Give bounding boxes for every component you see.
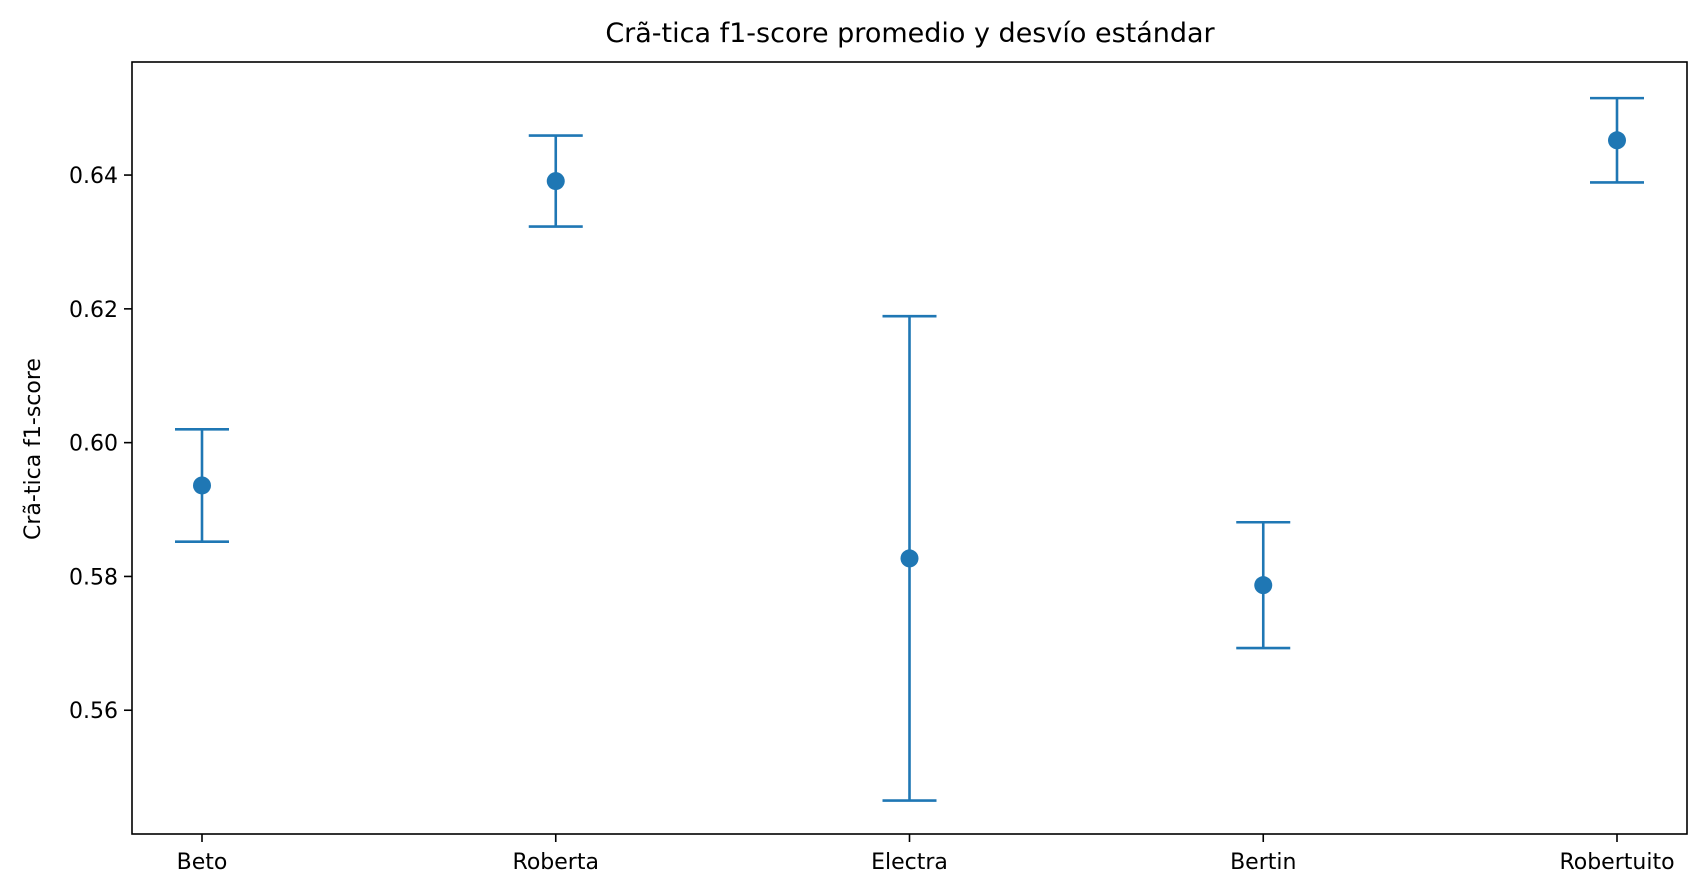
y-tick-label: 0.64 [69, 164, 118, 189]
x-tick-label: Bertin [1230, 850, 1296, 875]
plot-area-frame [131, 61, 1688, 835]
y-tick-label: 0.62 [69, 298, 118, 323]
x-axis-ticks: Beto Roberta Electra Bertin Robertuito [177, 834, 1675, 875]
x-tick-label: Electra [871, 850, 948, 875]
errorbar-electra [882, 314, 937, 802]
data-point [1254, 576, 1273, 595]
errorbar-bertin [1236, 520, 1291, 650]
y-axis-ticks: 0.56 0.58 0.60 0.62 0.64 [69, 164, 132, 724]
y-tick-label: 0.56 [69, 699, 118, 724]
y-tick-label: 0.60 [69, 432, 118, 457]
errorbar-robertuito [1590, 96, 1644, 184]
errorbar-beto [175, 427, 229, 543]
y-axis-label: Crã-tica f1-score [21, 358, 46, 540]
data-point [1608, 131, 1626, 150]
data-point [193, 476, 211, 495]
data-point [546, 172, 565, 191]
chart-title: Crã-tica f1-score promedio y desvío está… [605, 18, 1215, 49]
errorbar-roberta [528, 134, 583, 228]
x-tick-label: Roberta [513, 850, 599, 875]
data-point [900, 549, 919, 568]
x-tick-label: Robertuito [1559, 850, 1674, 875]
y-tick-label: 0.58 [69, 565, 118, 590]
errorbar-series [175, 96, 1644, 802]
x-tick-label: Beto [177, 850, 228, 875]
